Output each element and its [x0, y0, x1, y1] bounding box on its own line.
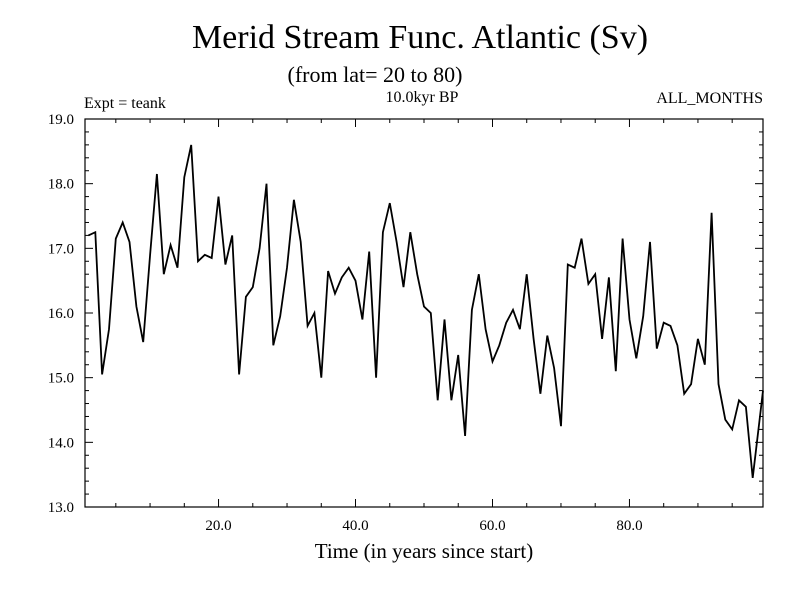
x-tick-label: 60.0 [479, 518, 505, 534]
y-tick-label: 14.0 [48, 435, 74, 451]
annotation-months: ALL_MONTHS [656, 90, 763, 107]
chart-subtitle: (from lat= 20 to 80) [288, 62, 463, 87]
x-axis-label: Time (in years since start) [315, 539, 534, 563]
x-tick-label: 80.0 [616, 518, 642, 534]
y-tick-label: 15.0 [48, 371, 74, 387]
y-tick-label: 17.0 [48, 241, 74, 257]
series-group [88, 144, 764, 479]
tick-labels: 13.0 14.0 15.0 16.0 17.0 18.0 19.0 20.0 40.0 60.0… [48, 112, 643, 534]
y-tick-label: 19.0 [48, 112, 74, 128]
annotation-period: 10.0kyr BP [386, 89, 459, 106]
chart-title: Merid Stream Func. Atlantic (Sv) [192, 19, 648, 56]
x-tick-label: 40.0 [342, 518, 368, 534]
axis-ticks [85, 118, 763, 508]
x-tick-label: 20.0 [205, 518, 231, 534]
annotation-experiment: Expt = teank [84, 95, 166, 112]
y-tick-label: 13.0 [48, 500, 74, 516]
series-line [88, 144, 764, 479]
y-tick-label: 18.0 [48, 177, 74, 193]
y-tick-label: 16.0 [48, 306, 74, 322]
plot-frame [84, 118, 764, 508]
